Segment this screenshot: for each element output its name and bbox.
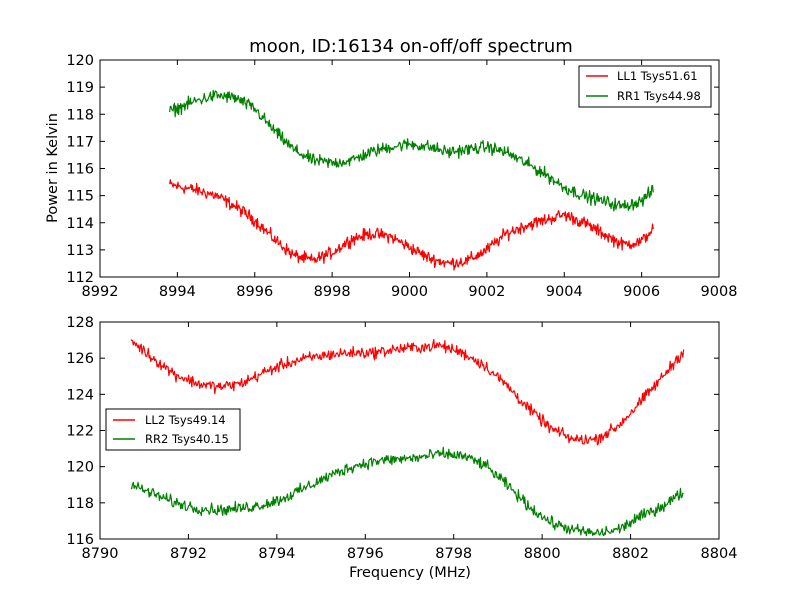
y-tick-label: 112: [66, 270, 94, 286]
y-tick-label: 118: [66, 496, 94, 512]
y-tick-label: 116: [66, 532, 94, 548]
bottom-legend: LL2 Tsys49.14 RR2 Tsys40.15: [105, 408, 241, 451]
y-tick-label: 113: [66, 243, 94, 259]
x-axis-label: Frequency (MHz): [349, 565, 471, 581]
x-tick-label: 8796: [347, 546, 384, 562]
top-panel: moon, ID:16134 on-off/off spectrum 8992 8…: [45, 36, 737, 300]
x-tick-label: 8794: [258, 546, 295, 562]
y-tick-label: 120: [66, 53, 94, 69]
x-tick-label: 9008: [701, 284, 738, 300]
x-tick-label: 9000: [391, 284, 428, 300]
top-ticks-layer: 8992 8994 8996 8998 9000 9002 9004 9006 9008 112 1…: [66, 53, 737, 300]
x-tick-label: 9004: [546, 284, 583, 300]
y-tick-label: 116: [66, 162, 94, 178]
series-line-ll2: [130, 339, 685, 446]
x-tick-label: 8790: [82, 546, 119, 562]
y-tick-label: 115: [66, 189, 94, 205]
chart-title: moon, ID:16134 on-off/off spectrum: [249, 36, 573, 57]
y-tick-label: 124: [66, 387, 94, 403]
y-tick-label: 120: [66, 460, 94, 476]
top-legend: LL1 Tsys51.61 RR1 Tsys44.98: [578, 65, 712, 108]
x-tick-label: 8996: [236, 284, 273, 300]
y-tick-label: 119: [66, 80, 94, 96]
x-tick-label: 8792: [170, 546, 207, 562]
y-tick-label: 114: [66, 216, 94, 232]
bottom-panel: 8790 8792 8794 8796 8798 8800 8802 8804 116 118 12…: [66, 315, 737, 581]
y-tick-label: 122: [66, 424, 94, 440]
y-tick-label: 117: [66, 134, 94, 150]
y-tick-label: 118: [66, 107, 94, 123]
x-tick-label: 8994: [159, 284, 196, 300]
series-line-ll1: [169, 179, 654, 271]
y-tick-label: 128: [66, 315, 94, 331]
series-line-rr2: [130, 446, 684, 537]
legend-label-ll2: LL2 Tsys49.14: [145, 413, 226, 427]
bottom-legend-box: [105, 408, 241, 451]
x-tick-label: 8992: [82, 284, 119, 300]
series-line-rr1: [169, 89, 654, 212]
legend-label-rr2: RR2 Tsys40.15: [145, 432, 229, 446]
top-legend-box: [578, 65, 712, 108]
x-tick-label: 8804: [701, 546, 738, 562]
x-tick-label: 8800: [524, 546, 561, 562]
x-tick-label: 9002: [468, 284, 505, 300]
x-tick-label: 8798: [435, 546, 472, 562]
y-tick-label: 126: [66, 351, 94, 367]
legend-label-ll1: LL1 Tsys51.61: [617, 69, 698, 83]
legend-label-rr1: RR1 Tsys44.98: [617, 89, 701, 103]
bottom-series-layer: [130, 339, 685, 537]
x-tick-label: 8802: [612, 546, 649, 562]
top-y-axis-label: Power in Kelvin: [45, 113, 61, 223]
x-tick-label: 9006: [623, 284, 660, 300]
bottom-ticks-layer: 8790 8792 8794 8796 8798 8800 8802 8804 116 118 12…: [66, 315, 737, 562]
x-tick-label: 8998: [314, 284, 351, 300]
top-series-layer: [169, 89, 654, 271]
